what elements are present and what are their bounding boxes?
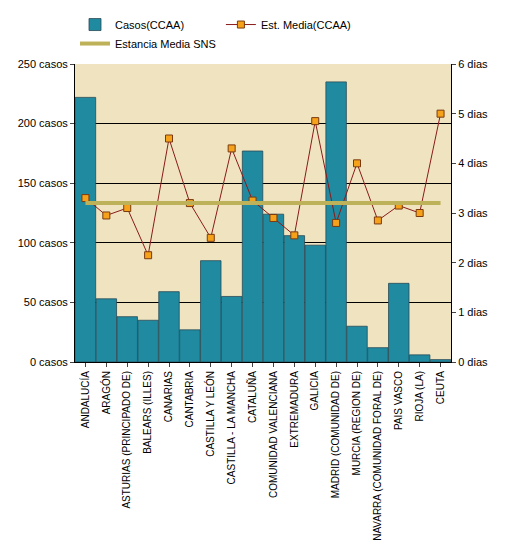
svg-text:BALEARS (ILLES): BALEARS (ILLES) — [142, 371, 153, 454]
svg-text:NAVARRA (COMUNIDAD FORAL DE): NAVARRA (COMUNIDAD FORAL DE) — [372, 371, 383, 541]
svg-text:MURCIA (REGION DE): MURCIA (REGION DE) — [351, 371, 362, 475]
svg-text:0 dias: 0 dias — [458, 356, 488, 368]
svg-text:EXTREMADURA: EXTREMADURA — [289, 371, 300, 448]
svg-text:CEUTA: CEUTA — [435, 371, 446, 404]
svg-text:CASTILLA - LA MANCHA: CASTILLA - LA MANCHA — [226, 371, 237, 485]
svg-text:Est. Media(CCAA): Est. Media(CCAA) — [261, 19, 351, 31]
svg-text:Casos(CCAA): Casos(CCAA) — [115, 19, 184, 31]
svg-text:3 dias: 3 dias — [458, 207, 488, 219]
svg-text:ASTURIAS (PRINCIPADO DE): ASTURIAS (PRINCIPADO DE) — [121, 371, 132, 509]
svg-text:PAIS VASCO: PAIS VASCO — [393, 371, 404, 430]
svg-text:CATALUÑA: CATALUÑA — [246, 371, 258, 423]
svg-text:200 casos: 200 casos — [18, 117, 69, 129]
svg-text:2 dias: 2 dias — [458, 257, 488, 269]
svg-text:GALICIA: GALICIA — [309, 371, 320, 411]
svg-text:250 casos: 250 casos — [18, 58, 69, 70]
svg-text:CANARIAS: CANARIAS — [163, 371, 174, 422]
svg-text:ANDALUCÍA: ANDALUCÍA — [79, 371, 91, 429]
svg-text:4 dias: 4 dias — [458, 157, 488, 169]
svg-text:RIOJA (LA): RIOJA (LA) — [414, 371, 425, 422]
svg-text:Estancia Media SNS: Estancia Media SNS — [115, 38, 216, 50]
svg-text:100 casos: 100 casos — [18, 237, 69, 249]
svg-text:1 dias: 1 dias — [458, 306, 488, 318]
svg-text:150 casos: 150 casos — [18, 177, 69, 189]
svg-text:50 casos: 50 casos — [24, 296, 69, 308]
svg-text:COMUNIDAD VALENCIANA: COMUNIDAD VALENCIANA — [268, 371, 279, 498]
svg-text:ARAGÓN: ARAGÓN — [100, 371, 112, 414]
svg-text:CANTABRIA: CANTABRIA — [184, 371, 195, 428]
svg-text:6 dias: 6 dias — [458, 58, 488, 70]
svg-text:CASTILLA Y LEÓN: CASTILLA Y LEÓN — [204, 371, 216, 457]
svg-text:MADRID (COMUNIDAD DE): MADRID (COMUNIDAD DE) — [330, 371, 341, 498]
svg-text:0 casos: 0 casos — [30, 356, 68, 368]
svg-text:5 dias: 5 dias — [458, 108, 488, 120]
